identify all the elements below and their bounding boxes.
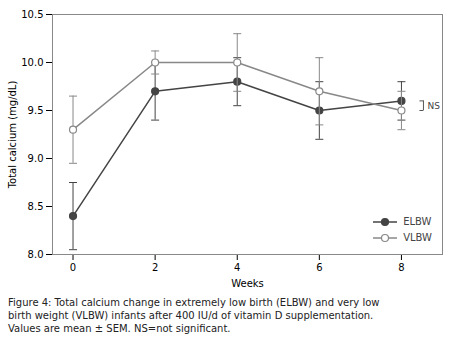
svg-text:10.0: 10.0 <box>21 57 43 68</box>
html-text:VLBW: VLBW <box>403 232 432 243</box>
svg-text:6: 6 <box>316 262 322 273</box>
svg-text:10.5: 10.5 <box>21 9 43 20</box>
html-text:Figure 4: Total calcium change: Figure 4: Total calcium change in extrem… <box>8 297 380 334</box>
svg-text:0: 0 <box>70 262 76 273</box>
svg-text:Weeks: Weeks <box>231 278 264 289</box>
svg-text:4: 4 <box>234 262 240 273</box>
html-text:ELBW: ELBW <box>403 216 432 227</box>
svg-text:Total calcium (mg/dL): Total calcium (mg/dL) <box>7 81 18 190</box>
svg-text:NS: NS <box>427 101 440 111</box>
svg-text:9.5: 9.5 <box>28 105 44 116</box>
svg-text:8: 8 <box>398 262 404 273</box>
svg-text:8.0: 8.0 <box>28 249 44 260</box>
svg-text:8.5: 8.5 <box>28 201 44 212</box>
svg-text:2: 2 <box>152 262 158 273</box>
svg-text:9.0: 9.0 <box>28 153 44 164</box>
